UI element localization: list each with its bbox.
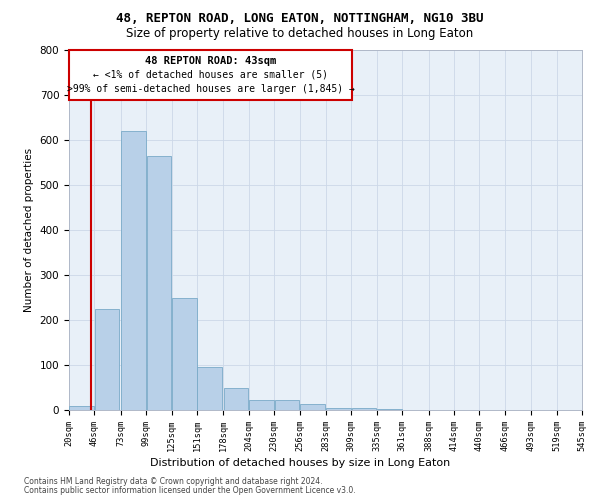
FancyBboxPatch shape xyxy=(69,50,352,100)
Text: ← <1% of detached houses are smaller (5): ← <1% of detached houses are smaller (5) xyxy=(93,70,328,80)
Text: 48, REPTON ROAD, LONG EATON, NOTTINGHAM, NG10 3BU: 48, REPTON ROAD, LONG EATON, NOTTINGHAM,… xyxy=(116,12,484,25)
Bar xyxy=(121,132,146,410)
Bar xyxy=(146,156,171,410)
Bar xyxy=(377,408,402,410)
Bar xyxy=(197,367,222,410)
Bar xyxy=(352,408,376,410)
Text: Contains HM Land Registry data © Crown copyright and database right 2024.: Contains HM Land Registry data © Crown c… xyxy=(24,477,323,486)
Text: Size of property relative to detached houses in Long Eaton: Size of property relative to detached ho… xyxy=(127,28,473,40)
Y-axis label: Number of detached properties: Number of detached properties xyxy=(24,148,34,312)
Text: Contains public sector information licensed under the Open Government Licence v3: Contains public sector information licen… xyxy=(24,486,356,495)
Text: >99% of semi-detached houses are larger (1,845) →: >99% of semi-detached houses are larger … xyxy=(67,84,355,94)
Bar xyxy=(326,408,351,410)
Text: 48 REPTON ROAD: 43sqm: 48 REPTON ROAD: 43sqm xyxy=(145,56,277,66)
Bar xyxy=(172,298,197,410)
Text: Distribution of detached houses by size in Long Eaton: Distribution of detached houses by size … xyxy=(150,458,450,468)
Bar xyxy=(300,404,325,410)
Bar xyxy=(275,400,299,410)
Bar xyxy=(95,309,119,410)
Bar xyxy=(224,388,248,410)
Bar xyxy=(249,400,274,410)
Bar xyxy=(70,406,94,410)
